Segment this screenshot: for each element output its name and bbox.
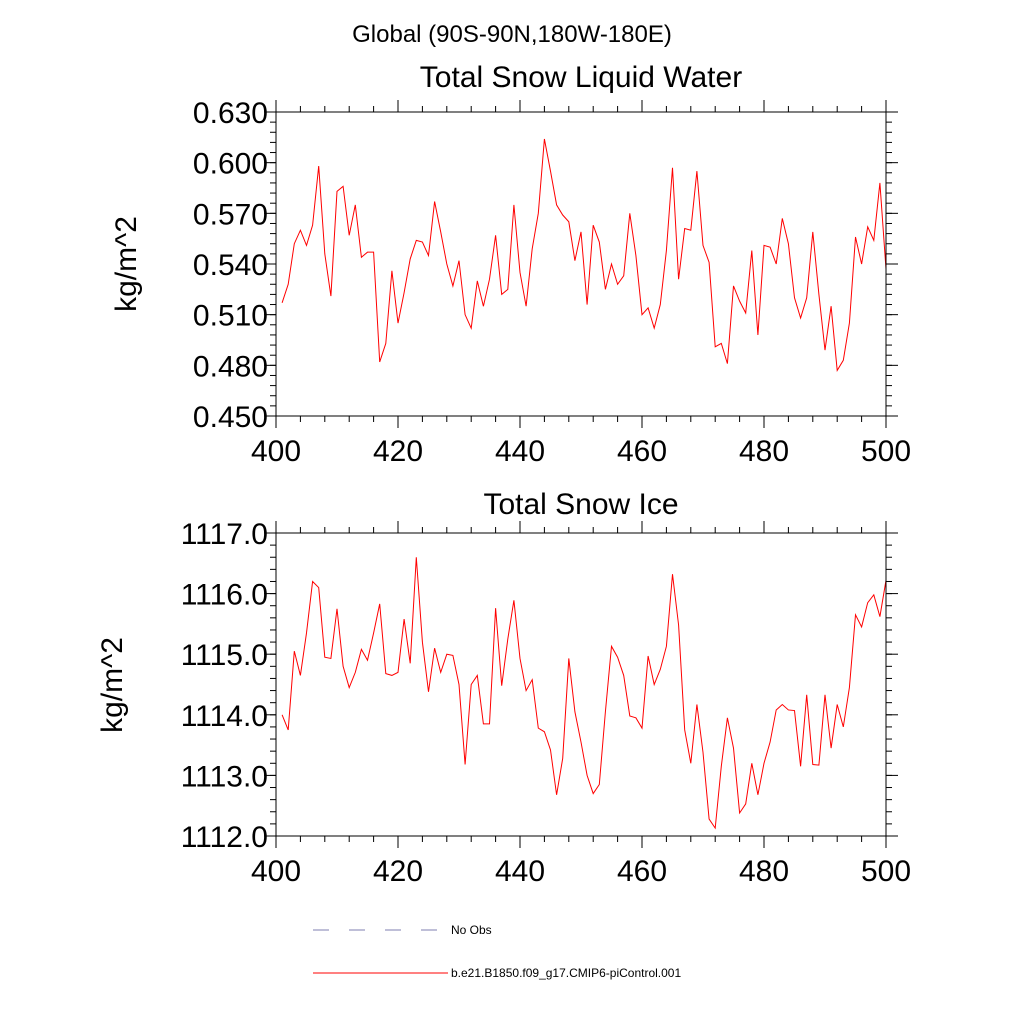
y-tick-label: 1115.0	[181, 639, 268, 672]
legend-model-label: b.e21.B1850.f09_g17.CMIP6-piControl.001	[451, 966, 681, 980]
plot-frame	[275, 532, 887, 837]
plot-frame	[275, 111, 887, 417]
y-tick-label: 1116.0	[181, 579, 268, 612]
axis-ticks	[264, 100, 898, 428]
x-tick-label: 420	[373, 435, 423, 468]
x-tick-label: 400	[251, 435, 301, 468]
series-line-model	[281, 138, 887, 372]
x-tick-label: 400	[251, 855, 301, 888]
x-tick-label: 500	[861, 855, 911, 888]
legend: No Obs b.e21.B1850.f09_g17.CMIP6-piContr…	[313, 923, 681, 980]
x-tick-label: 460	[617, 855, 667, 888]
x-tick-label: 480	[739, 855, 789, 888]
x-tick-label: 480	[739, 435, 789, 468]
y-tick-label: 0.510	[193, 300, 268, 333]
panel-snow-liquid-water: Total Snow Liquid Water kg/m^2 0.450 0.48…	[110, 61, 911, 468]
y-axis-label: kg/m^2	[96, 637, 129, 733]
x-tick-label: 440	[495, 855, 545, 888]
tick-labels: 1112.0 1113.0 1114.0 1115.0 1116.0 1117.0 400 4…	[181, 518, 911, 888]
y-tick-label: 0.450	[193, 401, 268, 434]
x-tick-label: 440	[495, 435, 545, 468]
y-tick-label: 0.600	[193, 148, 268, 181]
y-axis-label: kg/m^2	[110, 216, 143, 312]
x-tick-label: 420	[373, 855, 423, 888]
y-tick-label: 1117.0	[181, 518, 268, 551]
y-tick-label: 0.480	[193, 350, 268, 383]
series-line-model	[281, 557, 887, 830]
y-tick-label: 0.540	[193, 249, 268, 282]
x-tick-label: 500	[861, 435, 911, 468]
y-tick-label: 0.570	[193, 198, 268, 231]
panel-snow-ice: Total Snow Ice kg/m^2 1112.0 1113.0 1114.0…	[96, 488, 911, 888]
y-tick-label: 1112.0	[181, 821, 268, 854]
axis-ticks	[264, 521, 898, 848]
y-tick-label: 1114.0	[181, 700, 268, 733]
region-title: Global (90S-90N,180W-180E)	[352, 21, 672, 48]
tick-labels: 0.450 0.480 0.510 0.540 0.570 0.600 0.630 400 42…	[193, 97, 911, 468]
y-tick-label: 1113.0	[181, 760, 268, 793]
chart-title: Total Snow Ice	[483, 488, 678, 521]
x-tick-label: 460	[617, 435, 667, 468]
legend-obs-label: No Obs	[451, 923, 492, 937]
chart-title: Total Snow Liquid Water	[420, 61, 742, 94]
y-tick-label: 0.630	[193, 97, 268, 130]
